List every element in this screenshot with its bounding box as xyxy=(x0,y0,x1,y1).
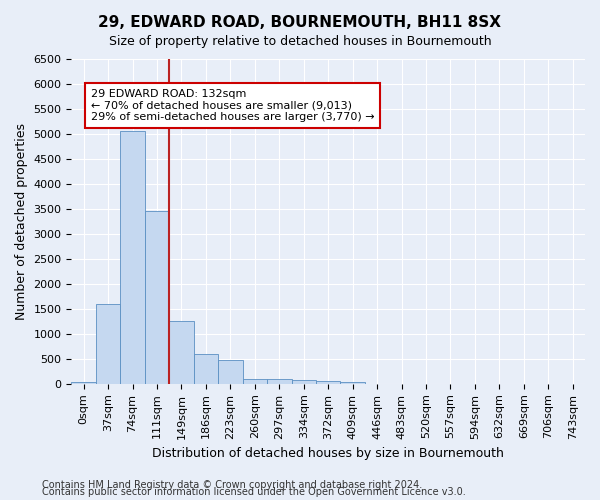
X-axis label: Distribution of detached houses by size in Bournemouth: Distribution of detached houses by size … xyxy=(152,447,504,460)
Bar xyxy=(71,382,96,384)
Bar xyxy=(121,132,145,384)
Bar xyxy=(267,379,292,384)
Bar xyxy=(292,380,316,384)
Y-axis label: Number of detached properties: Number of detached properties xyxy=(15,123,28,320)
Bar xyxy=(218,360,242,384)
Text: Size of property relative to detached houses in Bournemouth: Size of property relative to detached ho… xyxy=(109,35,491,48)
Text: Contains public sector information licensed under the Open Government Licence v3: Contains public sector information licen… xyxy=(42,487,466,497)
Bar xyxy=(194,354,218,384)
Text: 29, EDWARD ROAD, BOURNEMOUTH, BH11 8SX: 29, EDWARD ROAD, BOURNEMOUTH, BH11 8SX xyxy=(98,15,502,30)
Bar xyxy=(145,212,169,384)
Bar xyxy=(96,304,121,384)
Text: Contains HM Land Registry data © Crown copyright and database right 2024.: Contains HM Land Registry data © Crown c… xyxy=(42,480,422,490)
Bar xyxy=(169,322,194,384)
Bar xyxy=(316,382,340,384)
Bar xyxy=(242,379,267,384)
Text: 29 EDWARD ROAD: 132sqm
← 70% of detached houses are smaller (9,013)
29% of semi-: 29 EDWARD ROAD: 132sqm ← 70% of detached… xyxy=(91,89,374,122)
Bar xyxy=(340,382,365,384)
